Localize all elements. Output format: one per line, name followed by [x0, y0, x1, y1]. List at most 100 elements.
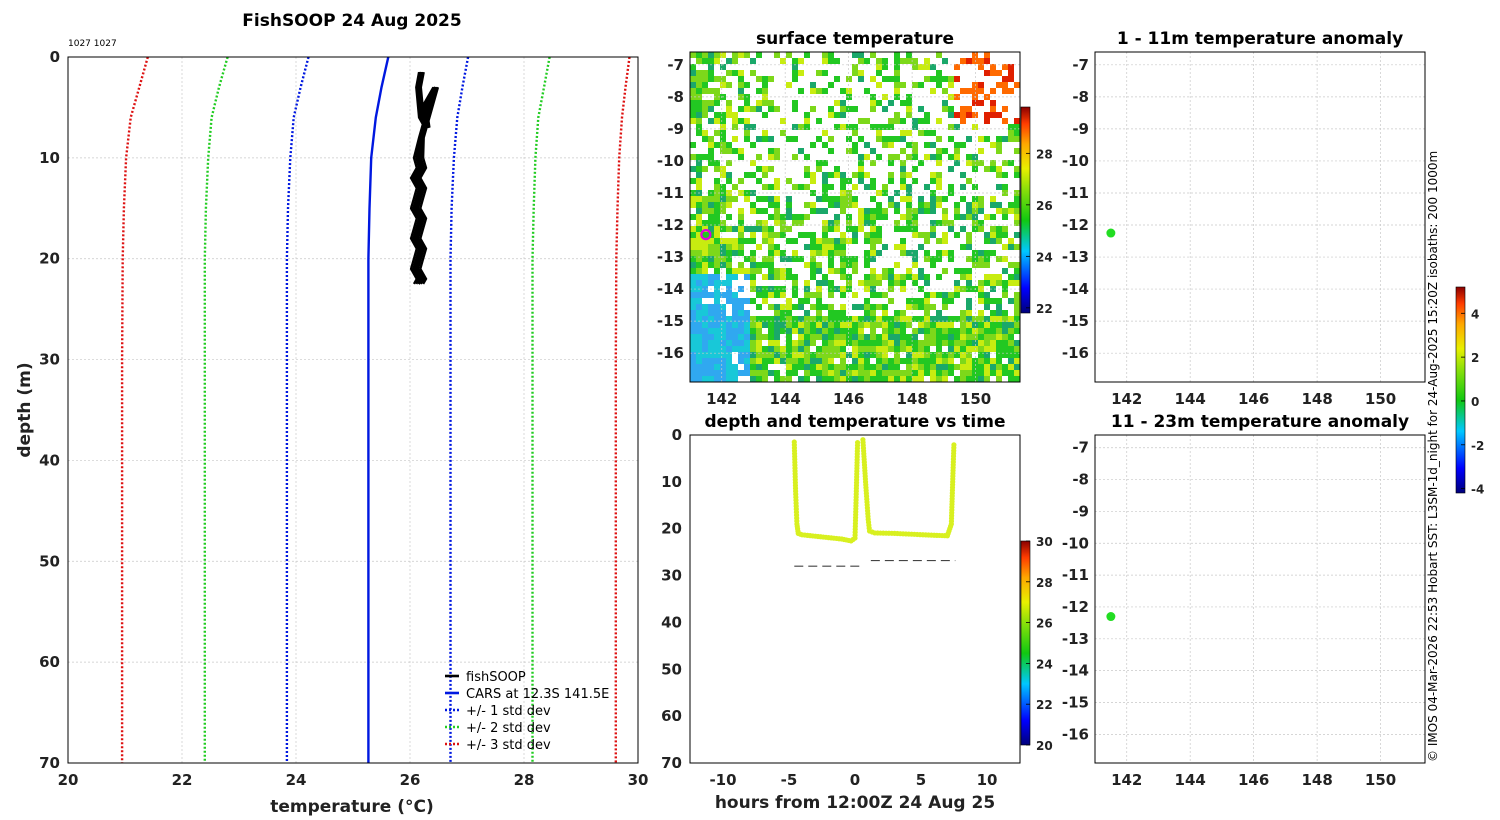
sst-pixel	[888, 268, 894, 274]
sst-pixel	[780, 310, 786, 316]
colorbar-tick-label: 26	[1036, 199, 1053, 213]
sst-pixel	[792, 220, 798, 226]
sst-pixel	[900, 274, 906, 280]
sst-pixel	[924, 154, 930, 160]
sst-pixel	[822, 178, 828, 184]
sst-pixel	[924, 298, 930, 304]
sst-pixel	[696, 112, 702, 118]
x-tick-label: 146	[1238, 771, 1269, 789]
sst-pixel	[744, 172, 750, 178]
sst-pixel	[690, 178, 696, 184]
sst-pixel	[840, 346, 846, 352]
sst-pixel	[840, 370, 846, 376]
sst-pixel	[768, 352, 774, 358]
sst-pixel	[948, 352, 954, 358]
sst-pixel	[924, 142, 930, 148]
sst-pixel	[798, 316, 804, 322]
sst-pixel	[828, 292, 834, 298]
sst-pixel	[864, 58, 870, 64]
sst-pixel	[756, 136, 762, 142]
sst-pixel	[690, 292, 696, 298]
sst-pixel	[900, 238, 906, 244]
sst-pixel	[714, 316, 720, 322]
sst-pixel	[744, 340, 750, 346]
sst-pixel	[822, 142, 828, 148]
sst-pixel	[714, 232, 720, 238]
sst-pixel	[936, 328, 942, 334]
sst-pixel	[756, 304, 762, 310]
sst-pixel	[846, 376, 852, 382]
sst-pixel	[702, 226, 708, 232]
sst-pixel	[810, 250, 816, 256]
sst-pixel	[720, 226, 726, 232]
sst-pixel	[852, 256, 858, 262]
sst-pixel	[822, 226, 828, 232]
sst-pixel	[936, 238, 942, 244]
sst-pixel	[954, 202, 960, 208]
y-tick-label: 50	[39, 552, 60, 570]
sst-pixel	[882, 358, 888, 364]
sst-pixel	[810, 82, 816, 88]
sst-pixel	[720, 52, 726, 58]
sst-pixel	[822, 346, 828, 352]
sst-pixel	[996, 142, 1002, 148]
x-tick-label: 146	[1238, 390, 1269, 408]
sst-pixel	[978, 364, 984, 370]
sst-pixel	[942, 76, 948, 82]
sst-pixel	[690, 232, 696, 238]
sst-pixel	[720, 244, 726, 250]
anomaly-colorbar	[1455, 286, 1466, 494]
sst-pixel	[918, 268, 924, 274]
y-tick-label: 40	[39, 451, 60, 469]
sst-pixel	[750, 286, 756, 292]
sst-pixel	[954, 340, 960, 346]
sst-pixel	[918, 346, 924, 352]
sst-pixel	[774, 220, 780, 226]
sst-pixel	[912, 340, 918, 346]
sst-pixel	[690, 142, 696, 148]
sst-pixel	[696, 256, 702, 262]
sst-pixel	[954, 286, 960, 292]
sst-pixel	[900, 316, 906, 322]
sst-pixel	[936, 352, 942, 358]
sst-pixel	[870, 364, 876, 370]
sst-pixel	[822, 376, 828, 382]
sst-pixel	[792, 292, 798, 298]
sst-pixel	[708, 160, 714, 166]
sst-pixel	[690, 238, 696, 244]
sst-pixel	[792, 64, 798, 70]
sst-pixel	[834, 220, 840, 226]
sst-pixel	[882, 106, 888, 112]
sst-pixel	[768, 244, 774, 250]
sst-pixel	[858, 346, 864, 352]
x-tick-label: 24	[286, 771, 307, 789]
sst-pixel	[930, 358, 936, 364]
sst-pixel	[924, 208, 930, 214]
sst-pixel	[984, 250, 990, 256]
sst-pixel	[696, 274, 702, 280]
sst-pixel	[768, 250, 774, 256]
sst-pixel	[888, 298, 894, 304]
sst-pixel	[696, 166, 702, 172]
sst-pixel	[1014, 358, 1020, 364]
sst-pixel	[828, 358, 834, 364]
sst-pixel	[696, 304, 702, 310]
sst-pixel	[996, 226, 1002, 232]
sst-pixel	[882, 214, 888, 220]
y-tick-label: 60	[39, 653, 60, 671]
sst-pixel	[996, 328, 1002, 334]
sst-pixel	[858, 166, 864, 172]
sst-pixel	[1002, 334, 1008, 340]
sst-pixel	[1014, 118, 1020, 124]
sst-pixel	[690, 118, 696, 124]
sst-pixel	[768, 76, 774, 82]
sst-pixel	[1014, 166, 1020, 172]
sst-pixel	[906, 214, 912, 220]
sst-pixel	[900, 130, 906, 136]
sst-pixel	[798, 124, 804, 130]
sst-pixel	[690, 328, 696, 334]
sst-pixel	[978, 358, 984, 364]
sst-pixel	[966, 304, 972, 310]
sst-pixel	[972, 202, 978, 208]
